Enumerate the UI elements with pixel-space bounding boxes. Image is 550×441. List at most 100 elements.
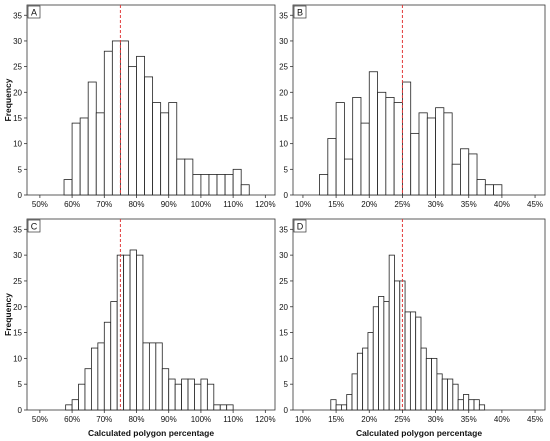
panel-a-y-tick-label: 5 (18, 165, 23, 174)
panel-b-y-tick-label: 5 (284, 165, 289, 174)
panel-d-y-tick-label: 35 (279, 225, 288, 234)
panel-d-label: D (297, 222, 304, 232)
panel-b-label: B (297, 8, 303, 18)
panel-c-bar (84, 368, 92, 411)
panel-a-label-box (27, 5, 41, 19)
panel-c-y-tick-label: 15 (13, 329, 22, 338)
panel-c-x-tick-label: 120% (255, 415, 275, 424)
panel-b-x-tick-label: 20% (361, 200, 377, 209)
panel-d-x-tick-label: 20% (361, 415, 377, 424)
panel-b-bar (385, 97, 395, 196)
panel-c-x-tick-label: 70% (96, 415, 112, 424)
panel-c-y-tick-label: 25 (13, 277, 22, 286)
panel-a-y-tick-label: 0 (18, 191, 23, 200)
panel-c-y-axis-label: Frequency (3, 293, 13, 336)
panel-b-bar (343, 158, 354, 196)
panel-d-bar (441, 378, 448, 411)
panel-c-bar (110, 301, 118, 411)
panel-b-x-tick-label: 25% (394, 200, 410, 209)
panel-d-x-tick-label: 45% (527, 415, 543, 424)
panel-a-bar (79, 117, 89, 196)
panel-a-x-tick-label: 70% (96, 200, 112, 209)
panel-d-bar (452, 383, 459, 411)
panel-b-bar (468, 153, 478, 196)
panel-b-bar (493, 184, 503, 196)
panel-c-bar (181, 378, 189, 411)
panel-c-bar (97, 342, 105, 411)
panel-a-x-tick-label: 60% (64, 200, 80, 209)
panel-b-bar (460, 148, 470, 196)
panel-b-y-tick-label: 0 (284, 191, 289, 200)
panel-a-x-tick-label: 50% (32, 200, 48, 209)
panel-d-bar (351, 373, 358, 411)
panel-b-y-tick-label: 10 (279, 140, 288, 149)
panel-c-x-axis-label: Calculated polygon percentage (88, 428, 214, 438)
panel-c-y-tick-label: 5 (18, 380, 23, 389)
panel-d-bar (468, 399, 475, 411)
panel-a-bar (103, 50, 113, 196)
panel-c-bar (187, 378, 195, 411)
panel-b-label-box (293, 5, 307, 19)
panel-d-bar (447, 378, 454, 411)
panel-a-y-tick-label: 25 (13, 63, 22, 72)
panel-b-bar (410, 132, 420, 196)
panel-a-label: A (31, 8, 37, 18)
panel-b-y-tick-label: 20 (279, 88, 288, 97)
panel-c-bar (142, 342, 150, 411)
panel-a-y-axis-label: Frequency (3, 78, 13, 121)
panel-b-bar (443, 112, 453, 196)
panel-a-x-tick-label: 80% (128, 200, 144, 209)
panel-b-y-tick-label: 25 (279, 63, 288, 72)
panel-a-bar (200, 174, 210, 196)
panel-c-x-tick-label: 60% (64, 415, 80, 424)
panel-d-x-tick-label: 15% (328, 415, 344, 424)
panel-a-y-tick-label: 35 (13, 11, 22, 20)
panel-b-bar (352, 97, 362, 196)
panel-c-label-box (27, 219, 41, 233)
panel-d-y-tick-label: 0 (284, 406, 289, 415)
panel-b-x-tick-label: 45% (527, 200, 543, 209)
panel-c-y-tick-label: 35 (13, 225, 22, 234)
panel-d-bar (346, 394, 353, 411)
panel-a-bar (224, 174, 234, 196)
panel-a-bar (152, 102, 162, 196)
panel-d-bar (409, 311, 417, 411)
panel-c-bar (168, 378, 176, 411)
panel-c-bar (148, 342, 157, 411)
panel-c-bar (103, 321, 112, 411)
panel-d-bar (420, 347, 427, 411)
panel-a-bar (111, 40, 121, 196)
panel-a-bar (184, 158, 194, 196)
panel-a-bar (87, 81, 97, 196)
panel-c-bar (78, 383, 86, 411)
panel-d-bar (394, 280, 401, 411)
panel-d-x-tick-label: 30% (428, 415, 444, 424)
panel-c-y-tick-label: 10 (13, 354, 22, 363)
panel-d-bar (478, 404, 486, 411)
panel-a-bar (136, 55, 145, 196)
panel-b-bar (335, 102, 345, 196)
panel-c-bar (71, 399, 79, 411)
panel-b-bar (368, 71, 378, 196)
panel-d-x-tick-label: 25% (394, 415, 410, 424)
panel-b-bar (484, 184, 495, 196)
panel-b-bar (476, 179, 486, 196)
panel-d-bar (356, 352, 364, 411)
panel-a-bar (168, 102, 178, 196)
panel-a-bar (240, 184, 250, 196)
panel-c-y-tick-label: 0 (18, 406, 23, 415)
panel-c-x-tick-label: 110% (223, 415, 243, 424)
panel-d-bar (431, 357, 438, 411)
panel-d-bar (330, 399, 337, 411)
panel-c-x-tick-label: 50% (32, 415, 48, 424)
panel-a-bar (208, 174, 218, 196)
panel-d-x-axis-label: Calculated polygon percentage (356, 428, 482, 438)
panel-b-bar (360, 122, 370, 196)
panel-d-y-tick-label: 30 (279, 251, 288, 260)
panel-b-bar (426, 117, 436, 196)
panel-c-x-tick-label: 100% (191, 415, 211, 424)
panel-c-bar (123, 254, 131, 411)
panel-c-bar (136, 254, 144, 411)
panel-c-label: C (31, 222, 38, 232)
